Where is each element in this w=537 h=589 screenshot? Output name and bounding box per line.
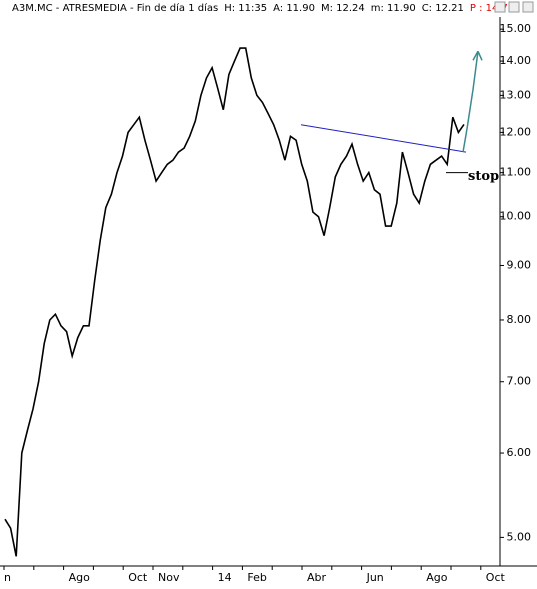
header-field: H: 11:35 bbox=[224, 3, 267, 14]
x-tick-label: Oct bbox=[486, 571, 506, 584]
y-tick-label: 14.00 bbox=[500, 54, 532, 67]
x-tick-label: 14 bbox=[218, 571, 232, 584]
x-tick-label: Ago bbox=[426, 571, 448, 584]
header: A3M.MC - ATRESMEDIA - Fin de día 1 días H… bbox=[12, 2, 512, 14]
window-button[interactable] bbox=[508, 1, 520, 13]
y-tick-label: 7.00 bbox=[507, 375, 532, 388]
header-field: m: 11.90 bbox=[371, 3, 416, 14]
window-button[interactable] bbox=[494, 1, 506, 13]
y-tick-label: 15.00 bbox=[500, 22, 532, 35]
arrow-head bbox=[472, 50, 483, 61]
header-field: C: 12.21 bbox=[422, 3, 464, 14]
y-tick-label: 8.00 bbox=[507, 313, 532, 326]
header-field: P : 14.7( bbox=[470, 3, 512, 14]
y-tick-label: 12.00 bbox=[500, 125, 532, 138]
x-tick-label: Abr bbox=[307, 571, 327, 584]
stop-label: stop bbox=[468, 169, 499, 184]
price-line bbox=[4, 47, 465, 557]
x-tick-label: Oct bbox=[128, 571, 148, 584]
y-tick-label: 5.00 bbox=[507, 530, 532, 543]
trendline bbox=[300, 124, 467, 153]
x-tick-label: Feb bbox=[247, 571, 266, 584]
y-tick-label: 6.00 bbox=[507, 446, 532, 459]
x-tick-label: Jun bbox=[366, 571, 384, 584]
header-field: M: 12.24 bbox=[321, 3, 365, 14]
close-button[interactable] bbox=[522, 1, 534, 13]
chart-title: A3M.MC - ATRESMEDIA - Fin de día 1 días bbox=[12, 2, 218, 14]
x-tick-label: Nov bbox=[158, 571, 180, 584]
header-field: A: 11.90 bbox=[273, 3, 315, 14]
y-tick-label: 13.00 bbox=[500, 88, 532, 101]
y-tick-label: 11.00 bbox=[500, 166, 532, 179]
y-tick-label: 9.00 bbox=[507, 258, 532, 271]
x-tick-label: n bbox=[4, 571, 11, 584]
x-tick-label: Ago bbox=[69, 571, 91, 584]
projection-arrow bbox=[462, 51, 479, 153]
y-tick-label: 10.00 bbox=[500, 210, 532, 223]
